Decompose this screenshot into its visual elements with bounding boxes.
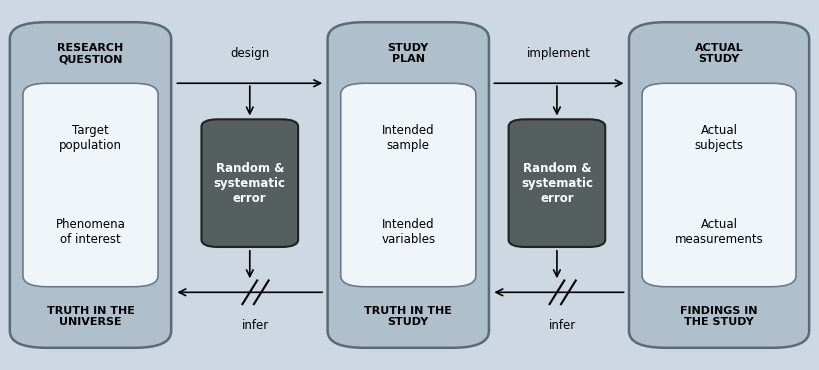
FancyBboxPatch shape <box>23 83 158 287</box>
Text: Random &
systematic
error: Random & systematic error <box>521 162 593 205</box>
FancyBboxPatch shape <box>642 83 796 287</box>
Text: Phenomena
of interest: Phenomena of interest <box>56 218 125 246</box>
Text: infer: infer <box>549 319 577 332</box>
Text: Actual
measurements: Actual measurements <box>675 218 763 246</box>
Text: Intended
sample: Intended sample <box>382 124 435 152</box>
FancyBboxPatch shape <box>328 22 489 348</box>
Text: TRUTH IN THE
STUDY: TRUTH IN THE STUDY <box>364 306 452 327</box>
FancyBboxPatch shape <box>10 22 171 348</box>
Text: Target
population: Target population <box>59 124 122 152</box>
Text: RESEARCH
QUESTION: RESEARCH QUESTION <box>57 43 124 64</box>
Text: Random &
systematic
error: Random & systematic error <box>214 162 286 205</box>
FancyBboxPatch shape <box>629 22 809 348</box>
FancyBboxPatch shape <box>201 119 298 247</box>
Text: design: design <box>230 47 269 60</box>
Text: TRUTH IN THE
UNIVERSE: TRUTH IN THE UNIVERSE <box>47 306 134 327</box>
Text: STUDY
PLAN: STUDY PLAN <box>387 43 429 64</box>
FancyBboxPatch shape <box>341 83 476 287</box>
Text: infer: infer <box>242 319 269 332</box>
FancyBboxPatch shape <box>509 119 605 247</box>
Text: Intended
variables: Intended variables <box>381 218 436 246</box>
Text: FINDINGS IN
THE STUDY: FINDINGS IN THE STUDY <box>681 306 758 327</box>
Text: Actual
subjects: Actual subjects <box>695 124 744 152</box>
Text: ACTUAL
STUDY: ACTUAL STUDY <box>695 43 744 64</box>
Text: implement: implement <box>527 47 591 60</box>
